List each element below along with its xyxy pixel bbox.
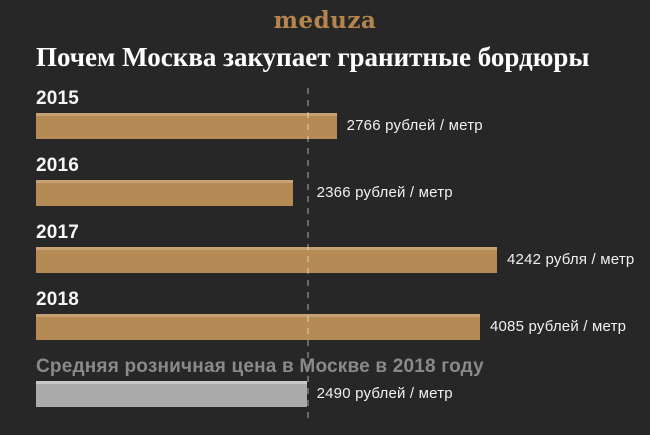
chart-row-average: Средняя розничная цена в Москве в 2018 г… [36,356,614,407]
chart-row-2017: 2017 4242 рубля / метр [36,222,634,273]
bar [36,113,337,139]
chart-title: Почем Москва закупает гранитные бордюры [36,42,590,72]
bar-track: 2490 рублей / метр [36,381,614,407]
value-label: 2766 рублей / метр [346,117,483,134]
bar-chart: 2015 2766 рублей / метр 2016 2366 рублей / … [0,88,650,421]
bar [36,381,307,407]
bar [36,314,480,340]
category-label: Средняя розничная цена в Москве в 2018 г… [36,356,484,377]
value-label: 4085 рублей / метр [489,318,627,335]
bar [36,247,497,273]
bar-track: 4242 рубля / метр [36,247,634,273]
category-label: 2018 [36,289,80,310]
category-label: 2016 [36,155,80,176]
bar [36,180,294,206]
header: meduza Почем Москва закупает гранитные б… [0,0,650,73]
chart-row-2016: 2016 2366 рублей / метр [36,155,614,206]
meduza-logo: meduza [273,7,377,34]
chart-row-2015: 2015 2766 рублей / метр [36,88,614,139]
bar-track: 2766 рублей / метр [36,113,614,139]
chart-row-2018: 2018 4085 рублей / метр [36,289,626,340]
retail-price-reference-line [306,88,309,421]
value-label: 2490 рублей / метр [316,385,453,402]
value-label: 2366 рублей / метр [316,184,453,201]
category-label: 2017 [36,222,80,243]
bar-track: 2366 рублей / метр [36,180,614,206]
value-label: 4242 рубля / метр [507,251,635,268]
bar-track: 4085 рублей / метр [36,314,626,340]
category-label: 2015 [36,88,80,109]
